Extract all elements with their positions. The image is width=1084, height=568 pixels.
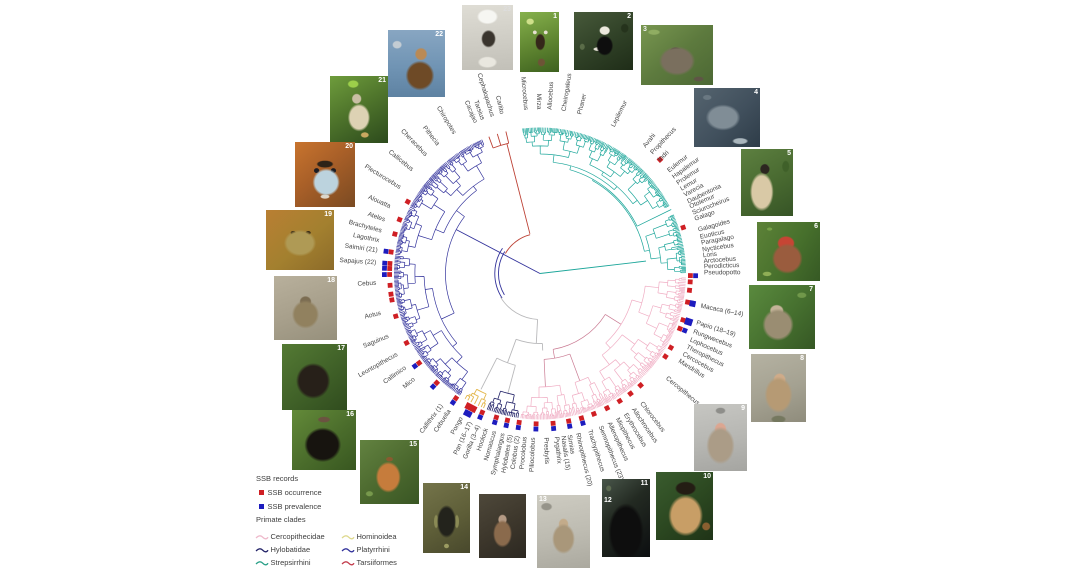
svg-text:Mirza: Mirza bbox=[535, 94, 542, 110]
svg-text:Plecturocebus: Plecturocebus bbox=[363, 163, 402, 191]
svg-text:Phaner: Phaner bbox=[576, 92, 588, 115]
svg-text:Lepilemur: Lepilemur bbox=[610, 99, 629, 128]
svg-text:Piliocolobus: Piliocolobus bbox=[529, 437, 537, 473]
svg-text:Saimiri (21): Saimiri (21) bbox=[344, 243, 378, 255]
svg-text:Nasalis (15): Nasalis (15) bbox=[559, 435, 571, 470]
svg-text:Procolobus: Procolobus bbox=[519, 436, 529, 470]
svg-text:Indri: Indri bbox=[657, 149, 671, 163]
svg-text:Pygathrix: Pygathrix bbox=[553, 436, 563, 464]
svg-text:Alouatta: Alouatta bbox=[367, 194, 392, 210]
svg-text:Perodicticus: Perodicticus bbox=[704, 262, 740, 270]
svg-text:Ateles: Ateles bbox=[367, 211, 387, 224]
svg-text:Saguinus: Saguinus bbox=[362, 333, 390, 350]
svg-text:Cercopithecus: Cercopithecus bbox=[664, 375, 701, 407]
svg-text:Callicebus: Callicebus bbox=[387, 149, 415, 174]
svg-text:Arctocebus: Arctocebus bbox=[703, 256, 737, 265]
svg-text:Macaca (6–14): Macaca (6–14) bbox=[700, 303, 744, 319]
svg-text:Aotus: Aotus bbox=[364, 310, 383, 321]
svg-text:Sapajus (22): Sapajus (22) bbox=[339, 257, 376, 266]
svg-text:Colobus (2): Colobus (2) bbox=[510, 436, 521, 470]
svg-text:Pithecia: Pithecia bbox=[421, 125, 441, 148]
svg-text:Carlito: Carlito bbox=[494, 95, 505, 115]
svg-text:Mico: Mico bbox=[402, 376, 417, 390]
svg-text:Loris: Loris bbox=[703, 251, 719, 260]
svg-text:Presbytis: Presbytis bbox=[542, 437, 550, 465]
svg-text:Microcebus: Microcebus bbox=[519, 77, 529, 111]
svg-text:Lagothrix: Lagothrix bbox=[352, 232, 380, 244]
svg-text:Cebus: Cebus bbox=[357, 280, 377, 288]
svg-text:Allocebus: Allocebus bbox=[547, 81, 556, 110]
svg-text:Cheirogaleus: Cheirogaleus bbox=[561, 72, 574, 112]
svg-text:Simias: Simias bbox=[566, 434, 576, 455]
svg-text:Nycticebus: Nycticebus bbox=[702, 242, 735, 254]
svg-text:Pseudopotto: Pseudopotto bbox=[704, 269, 741, 276]
svg-text:Chiropotes: Chiropotes bbox=[435, 105, 458, 136]
